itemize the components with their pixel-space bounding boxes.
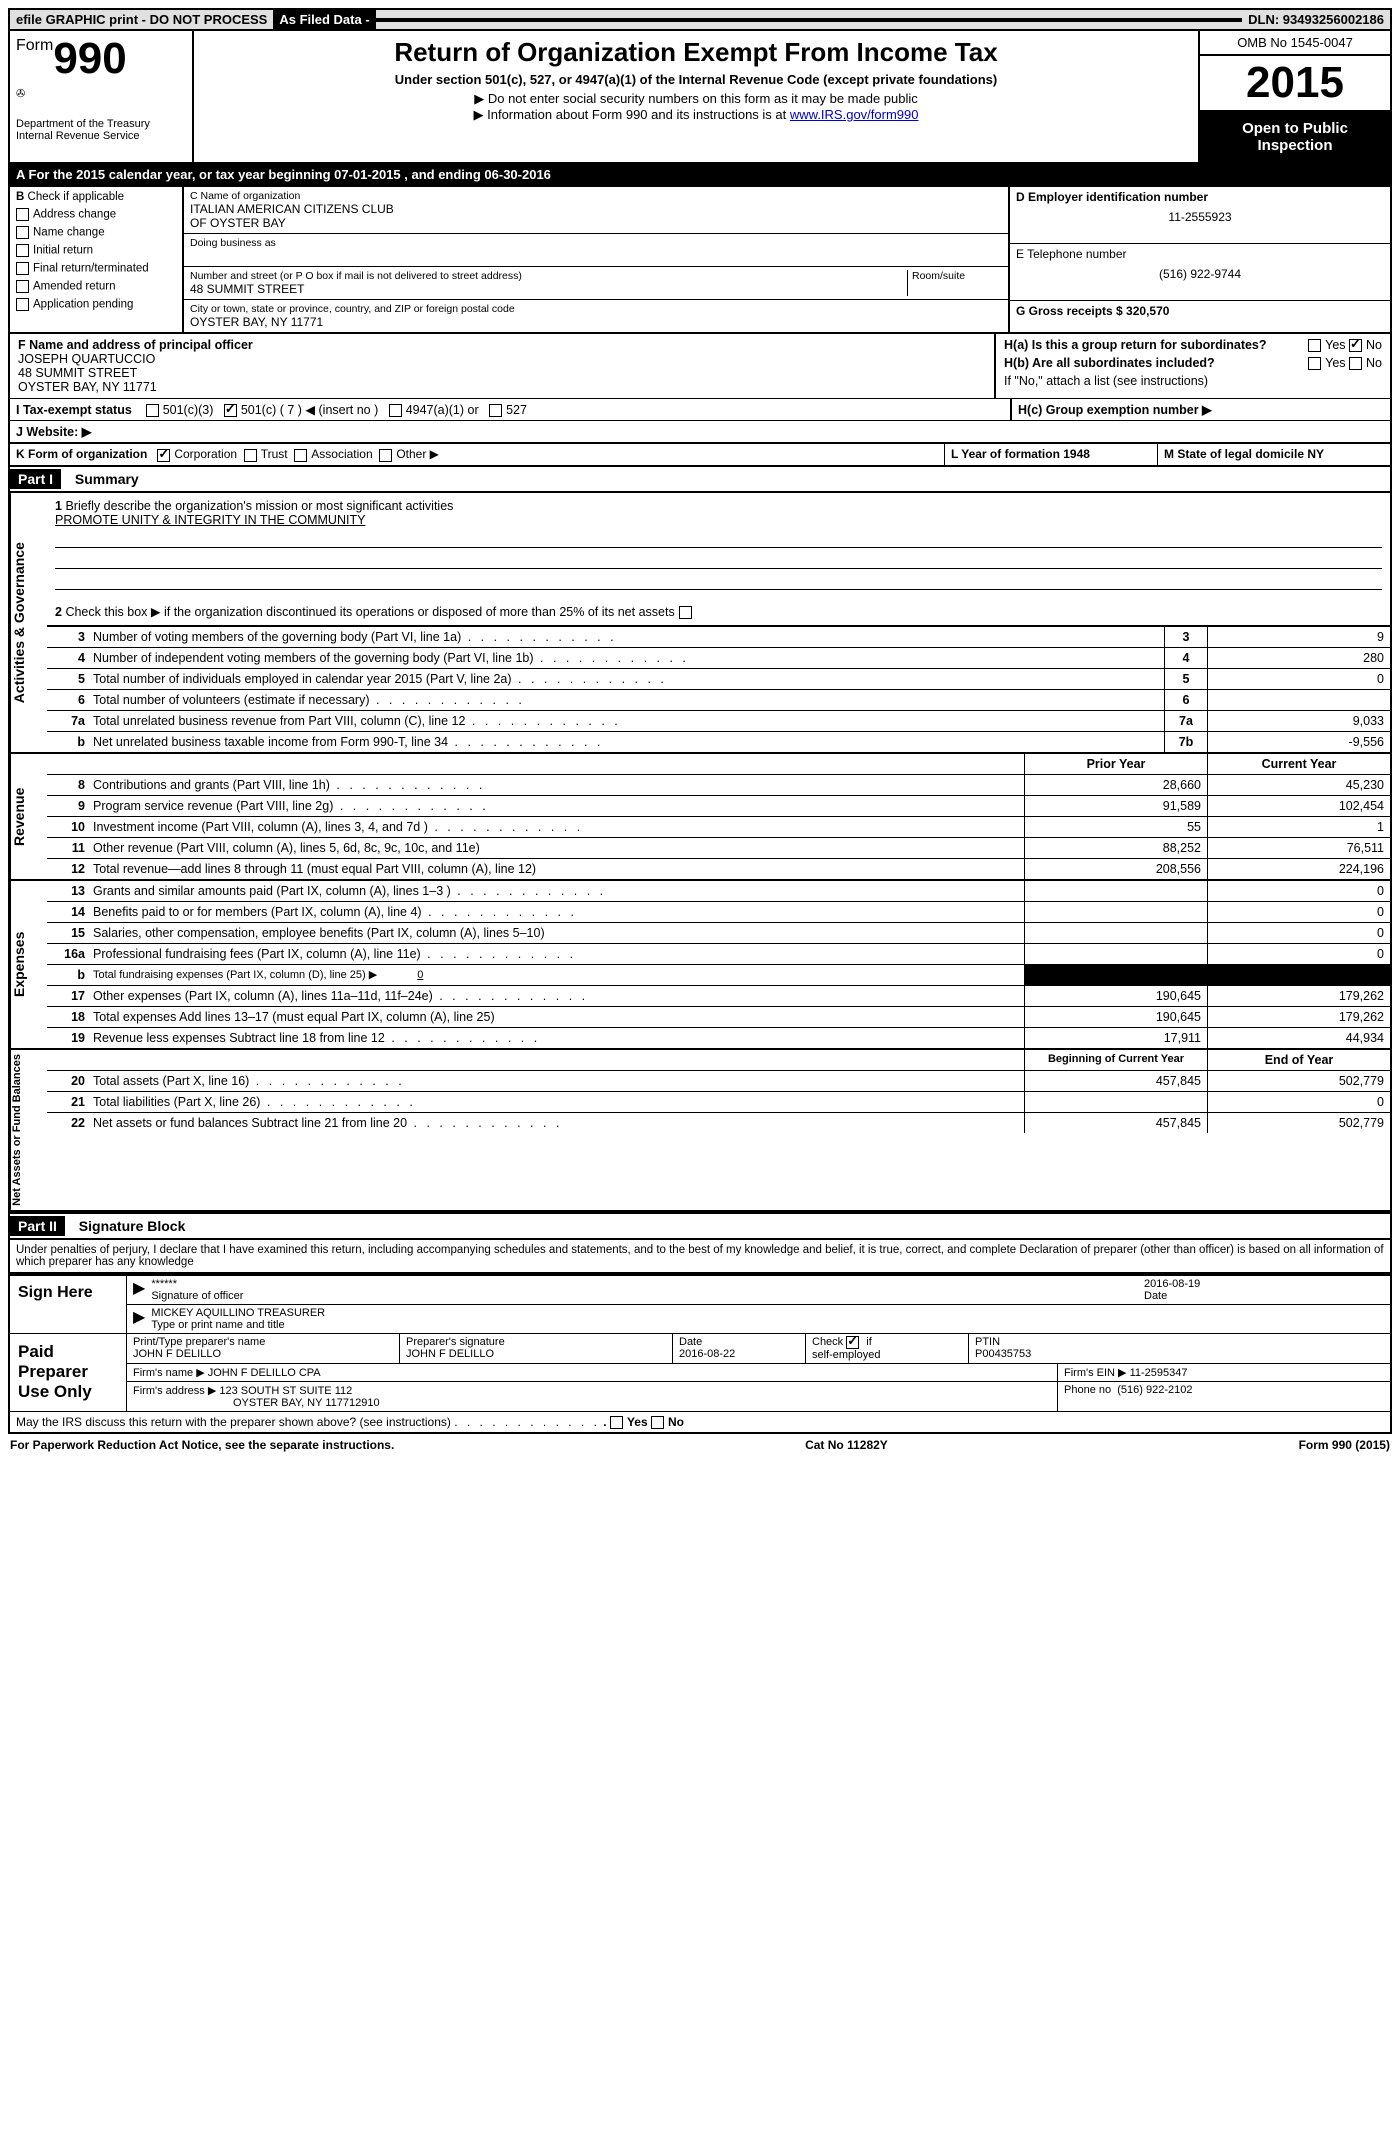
mission-text: PROMOTE UNITY & INTEGRITY IN THE COMMUNI… xyxy=(55,513,365,527)
arrow-icon: ▶ xyxy=(133,1278,145,1302)
amended-return-checkbox[interactable] xyxy=(16,280,29,293)
efile-label: efile GRAPHIC print - DO NOT PROCESS xyxy=(10,10,273,29)
street-address: 48 SUMMIT STREET xyxy=(190,282,907,296)
subhead-2: ▶ Do not enter social security numbers o… xyxy=(204,91,1188,107)
city-state-zip: OYSTER BAY, NY 11771 xyxy=(190,315,1002,329)
row-j: J Website: ▶ xyxy=(16,425,91,439)
ein: 11-2555923 xyxy=(1016,210,1384,224)
trust-checkbox[interactable] xyxy=(244,449,257,462)
self-employed-checkbox[interactable] xyxy=(846,1336,859,1349)
vlabel-exp: Expenses xyxy=(10,881,47,1048)
col-d: D Employer identification number 11-2555… xyxy=(1008,187,1390,332)
app-pending-checkbox[interactable] xyxy=(16,298,29,311)
part2-header: Part II Signature Block xyxy=(8,1212,1392,1240)
irs-link[interactable]: www.IRS.gov/form990 xyxy=(790,107,919,122)
tax-year: 2015 xyxy=(1200,56,1390,112)
ha-no-checkbox[interactable] xyxy=(1349,339,1362,352)
corp-checkbox[interactable] xyxy=(157,449,170,462)
form-header: Form990 ✇ Department of the Treasury Int… xyxy=(8,31,1392,164)
4947-checkbox[interactable] xyxy=(389,404,402,417)
addr-change-checkbox[interactable] xyxy=(16,208,29,221)
org-name-2: OF OYSTER BAY xyxy=(190,216,1002,230)
527-checkbox[interactable] xyxy=(489,404,502,417)
spacer xyxy=(376,18,1242,22)
v7a: 9,033 xyxy=(1207,711,1390,731)
vlabel-ag: Activities & Governance xyxy=(10,493,47,752)
perjury-text: Under penalties of perjury, I declare th… xyxy=(8,1240,1392,1274)
col-b: B Check if applicable Address change Nam… xyxy=(10,187,184,332)
501c3-checkbox[interactable] xyxy=(146,404,159,417)
officer-name: JOSEPH QUARTUCCIO xyxy=(18,352,155,366)
officer-sig-name: MICKEY AQUILLINO TREASURER xyxy=(151,1307,325,1319)
open-public: Open to PublicInspection xyxy=(1200,112,1390,162)
discontinued-checkbox[interactable] xyxy=(679,606,692,619)
subhead-3: ▶ Information about Form 990 and its ins… xyxy=(204,107,1188,123)
col-c: C Name of organization ITALIAN AMERICAN … xyxy=(184,187,1008,332)
initial-return-checkbox[interactable] xyxy=(16,244,29,257)
v7b: -9,556 xyxy=(1207,732,1390,752)
501c-checkbox[interactable] xyxy=(224,404,237,417)
form-label: Form xyxy=(16,37,53,54)
irs-label: Internal Revenue Service xyxy=(16,130,186,142)
form-title: Return of Organization Exempt From Incom… xyxy=(204,37,1188,68)
top-bar: efile GRAPHIC print - DO NOT PROCESS As … xyxy=(8,8,1392,31)
irs-seal-icon: ✇ xyxy=(16,87,186,100)
part1-header: Part I Summary xyxy=(8,467,1392,493)
form-990: 990 xyxy=(53,34,126,83)
main-info: B Check if applicable Address change Nam… xyxy=(8,187,1392,334)
gross-receipts: G Gross receipts $ 320,570 xyxy=(1016,304,1169,318)
hb-no-checkbox[interactable] xyxy=(1349,357,1362,370)
telephone: (516) 922-9744 xyxy=(1016,267,1384,281)
sign-here-label: Sign Here xyxy=(10,1276,127,1333)
name-change-checkbox[interactable] xyxy=(16,226,29,239)
row-a: A For the 2015 calendar year, or tax yea… xyxy=(8,164,1392,187)
hb-yes-checkbox[interactable] xyxy=(1308,357,1321,370)
as-filed: As Filed Data - xyxy=(273,10,375,29)
discuss-yes-checkbox[interactable] xyxy=(610,1416,623,1429)
dln: DLN: 93493256002186 xyxy=(1242,10,1390,29)
vlabel-na: Net Assets or Fund Balances xyxy=(10,1050,47,1210)
omb-number: OMB No 1545-0047 xyxy=(1200,31,1390,56)
ha-yes-checkbox[interactable] xyxy=(1308,339,1321,352)
officer-city: OYSTER BAY, NY 11771 xyxy=(18,380,157,394)
vlabel-rev: Revenue xyxy=(10,754,47,879)
v5: 0 xyxy=(1207,669,1390,689)
discuss-no-checkbox[interactable] xyxy=(651,1416,664,1429)
final-return-checkbox[interactable] xyxy=(16,262,29,275)
officer-street: 48 SUMMIT STREET xyxy=(18,366,137,380)
other-checkbox[interactable] xyxy=(379,449,392,462)
subhead-1: Under section 501(c), 527, or 4947(a)(1)… xyxy=(204,72,1188,87)
paid-preparer-label: Paid Preparer Use Only xyxy=(10,1334,127,1411)
arrow-icon: ▶ xyxy=(133,1307,145,1331)
row-k: K Form of organization Corporation Trust… xyxy=(8,444,1392,466)
assoc-checkbox[interactable] xyxy=(294,449,307,462)
dept-label: Department of the Treasury xyxy=(16,118,186,130)
footer: For Paperwork Reduction Act Notice, see … xyxy=(8,1434,1392,1456)
v6 xyxy=(1207,690,1390,710)
org-name-1: ITALIAN AMERICAN CITIZENS CLUB xyxy=(190,202,1002,216)
v3: 9 xyxy=(1207,627,1390,647)
v4: 280 xyxy=(1207,648,1390,668)
